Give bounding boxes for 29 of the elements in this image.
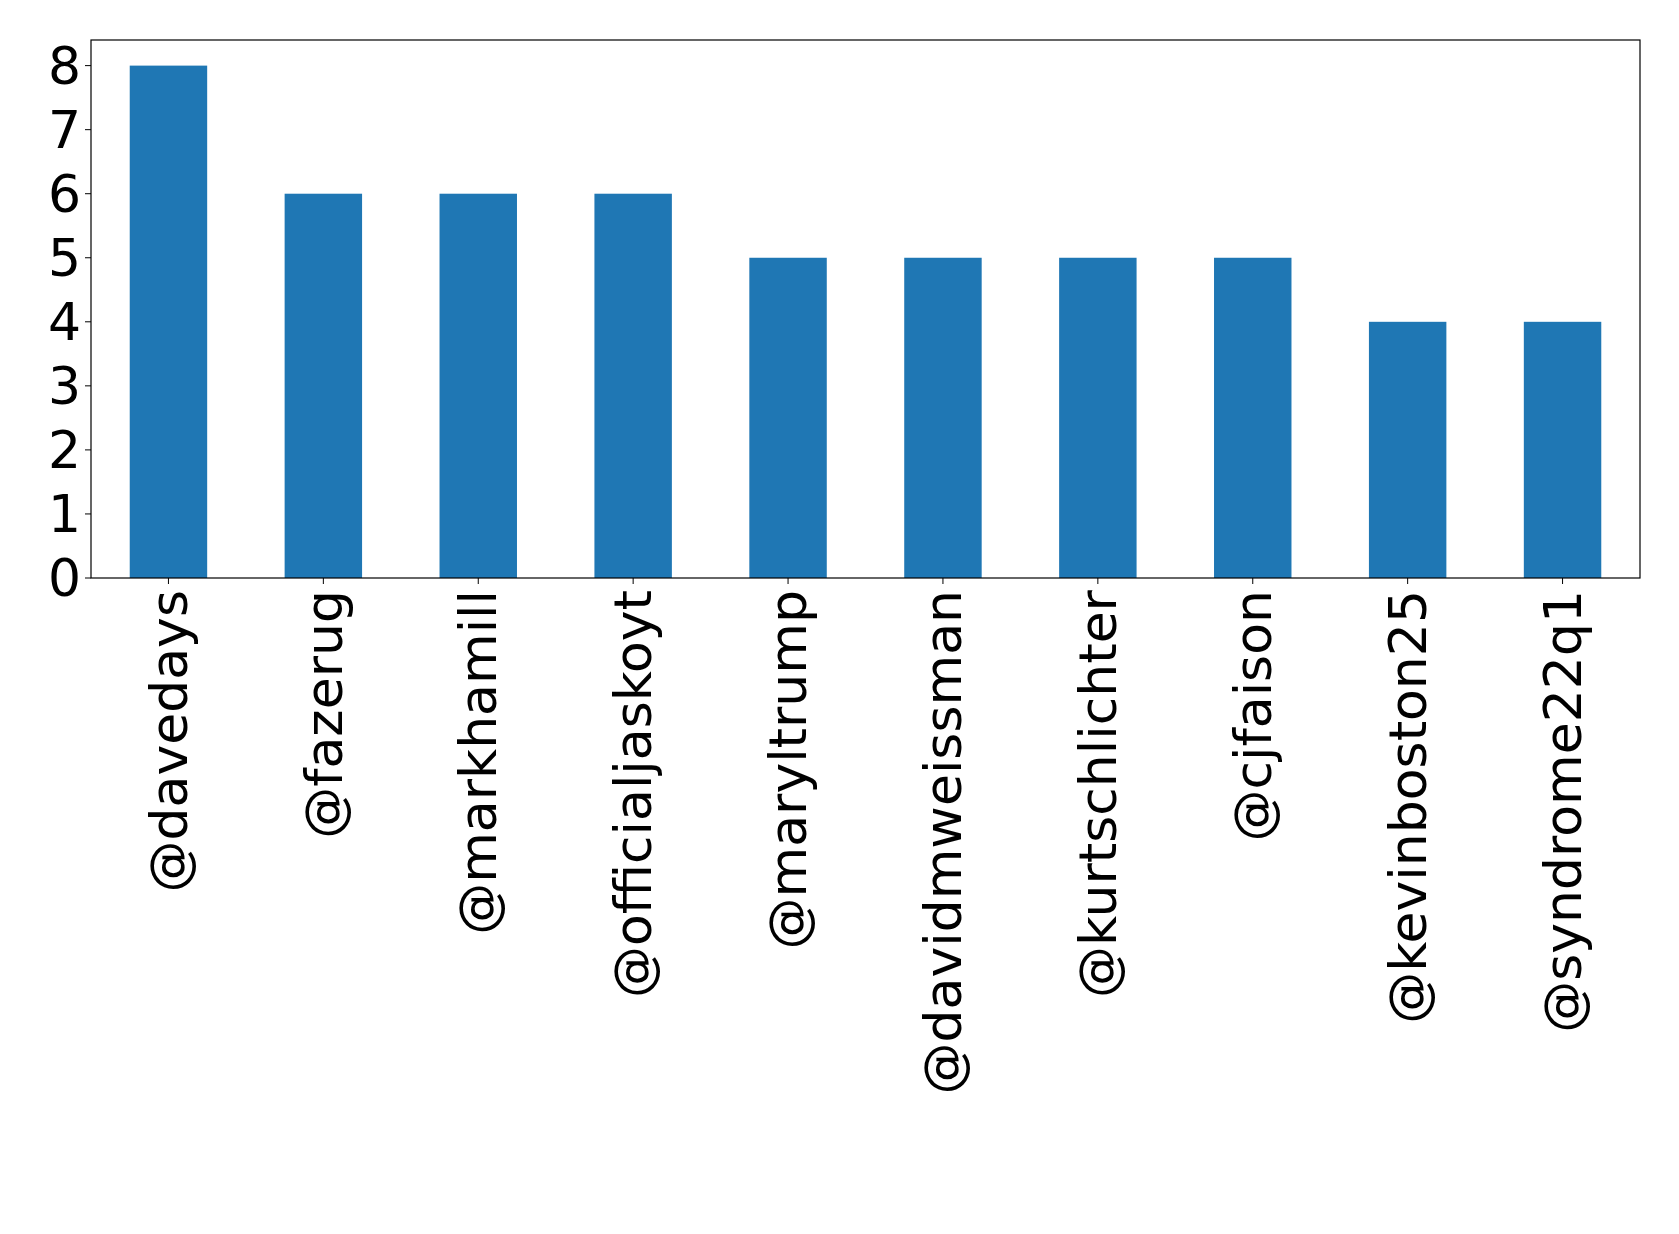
x-tick-label: @officialjaskoyt [603, 590, 664, 999]
y-tick-label: 2 [47, 420, 81, 481]
bar [1214, 257, 1292, 578]
y-tick-label: 3 [47, 356, 81, 417]
bar [594, 193, 672, 578]
bar [129, 65, 208, 578]
y-tick-label: 1 [47, 484, 81, 545]
bar [904, 257, 982, 578]
y-tick-label: 6 [47, 163, 81, 224]
bar [749, 257, 827, 578]
bar [439, 193, 517, 578]
x-tick-label: @cjfaison [1222, 590, 1283, 842]
bar [1523, 321, 1602, 578]
y-tick-label: 7 [47, 99, 81, 160]
x-tick-label: @kevinboston25 [1377, 590, 1438, 1024]
x-tick-label: @davidmweissman [913, 590, 974, 1095]
x-tick-label: @davedays [138, 590, 199, 893]
x-tick-label: @fazerug [293, 590, 354, 839]
x-tick-label: @markhamill [448, 590, 509, 935]
x-tick-label: @kurtschlichter [1068, 589, 1129, 999]
y-tick-label: 0 [47, 548, 81, 609]
bar [1368, 321, 1447, 578]
bar [1059, 257, 1137, 578]
y-tick-label: 5 [47, 227, 81, 288]
x-tick-label: @maryltrump [758, 590, 819, 950]
y-tick-label: 8 [47, 35, 81, 96]
x-tick-label: @syndrome22q1 [1532, 590, 1593, 1033]
bar [284, 193, 363, 578]
y-tick-label: 4 [47, 292, 81, 353]
